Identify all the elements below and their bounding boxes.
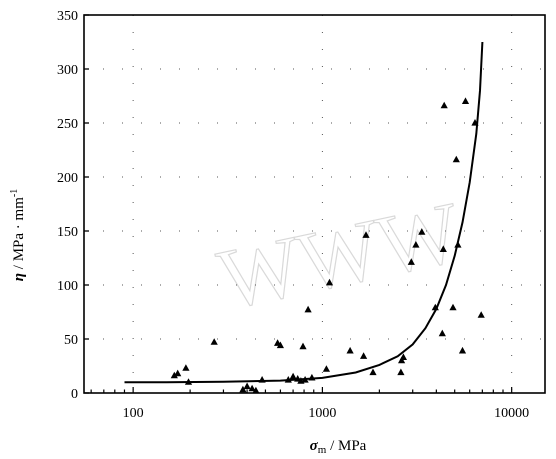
watermark: WWW [210,183,468,328]
data-point [461,97,470,104]
data-point [399,353,407,360]
data-point [471,119,479,126]
y-tick-label: 200 [57,171,78,186]
x-tick-label: 100 [123,406,144,421]
y-tick-label: 250 [57,117,78,132]
grid [84,15,545,393]
plot-frame [83,14,546,394]
data-point [301,376,309,383]
data-point [243,382,251,390]
data-point [369,368,377,376]
data-point [308,373,316,381]
data-point [412,241,420,248]
x-axis-symbol: σ [310,438,319,454]
data-point [360,352,368,359]
x-axis-subscript: m [318,444,327,456]
data-point [438,329,446,337]
data-point [452,155,460,163]
data-point [299,342,307,350]
y-axis-symbol: η [11,273,27,281]
y-tick-labels: 0 50 100 150 200 250 300 350 [57,9,78,402]
y-tick-label: 350 [57,9,78,24]
y-tick-label: 150 [57,225,78,240]
data-point [346,346,354,354]
data-point [362,231,370,238]
y-tick-label: 0 [71,387,78,402]
y-tick-label: 100 [57,279,78,294]
data-point [276,341,284,349]
y-axis-title: η / MPa · mm-1 [9,189,27,281]
data-point [182,364,190,371]
x-axis-unit: / MPa [326,438,366,454]
data-point [258,376,266,383]
x-tick-label: 1000 [308,406,336,421]
x-tick-label: 10000 [494,406,529,421]
data-point [477,311,485,318]
x-axis-title: σm / MPa [310,438,367,456]
data-point [284,376,292,383]
y-axis-superscript: -1 [9,189,20,197]
data-point [184,378,193,385]
data-point [174,369,182,377]
axis-ticks [84,14,513,394]
data-point [210,338,218,345]
data-point [239,385,247,393]
y-tick-label: 300 [57,63,78,78]
data-point [440,101,448,109]
y-axis-unit: / MPa · mm [11,197,27,273]
data-point [289,372,297,380]
y-tick-label: 50 [64,333,78,348]
fit-curve-line [124,41,484,384]
data-point [170,371,178,379]
data-point [449,303,457,311]
data-point [431,303,439,311]
data-point [454,241,462,248]
data-point [407,258,415,265]
x-tick-labels: 100 1000 10000 [123,406,530,421]
data-point [439,245,447,252]
data-points [170,97,485,394]
data-point [248,384,256,392]
data-point [458,346,467,354]
data-point [418,228,426,235]
data-point [304,305,312,313]
data-point [325,278,334,286]
fit-curve [124,41,484,384]
data-point [252,386,260,394]
data-point [322,365,330,372]
data-point [397,368,405,376]
